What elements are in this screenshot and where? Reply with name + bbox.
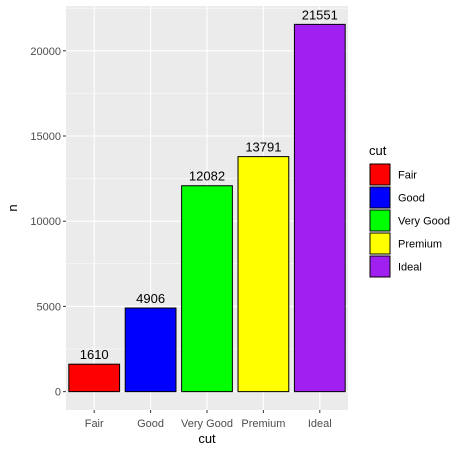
legend-key (369, 232, 391, 255)
legend: cut Fair Good Very Good Premium Ideal (369, 143, 450, 278)
legend-label: Premium (398, 239, 442, 251)
y-tick-label: 0 (55, 387, 61, 399)
bar-fair (68, 363, 121, 393)
y-tick-label: 15000 (30, 131, 61, 143)
data-label: 21551 (302, 7, 338, 22)
data-label: 1610 (80, 347, 109, 362)
bar-very-good (181, 185, 233, 393)
legend-title: cut (369, 143, 387, 158)
legend-label: Good (398, 193, 425, 205)
bars (68, 23, 346, 393)
x-tick-label: Ideal (308, 418, 332, 430)
y-tick-label: 5000 (37, 301, 61, 313)
legend-key (369, 255, 391, 278)
y-tick-label: 10000 (30, 216, 61, 228)
legend-key (369, 209, 391, 232)
y-axis: 0 5000 10000 15000 20000 (30, 46, 66, 399)
x-axis: Fair Good Very Good Premium Ideal (85, 410, 332, 430)
x-tick-label: Very Good (181, 418, 233, 430)
legend-label: Fair (398, 170, 417, 182)
data-label: 12082 (189, 169, 225, 184)
data-label: 13791 (245, 140, 281, 155)
x-axis-title: cut (198, 431, 216, 446)
bar-ideal (293, 23, 346, 393)
y-tick-label: 20000 (30, 46, 61, 58)
x-tick-label: Good (137, 418, 164, 430)
x-tick-label: Fair (85, 418, 104, 430)
bar-good (124, 307, 177, 393)
data-labels: 1610 4906 12082 13791 21551 (80, 7, 338, 362)
legend-label: Ideal (398, 262, 422, 274)
y-axis-title: n (5, 204, 20, 211)
legend-key (369, 186, 391, 209)
legend-label: Very Good (398, 216, 450, 228)
legend-key (369, 163, 391, 186)
bar-premium (237, 156, 290, 393)
data-label: 4906 (136, 291, 165, 306)
x-tick-label: Premium (241, 418, 285, 430)
